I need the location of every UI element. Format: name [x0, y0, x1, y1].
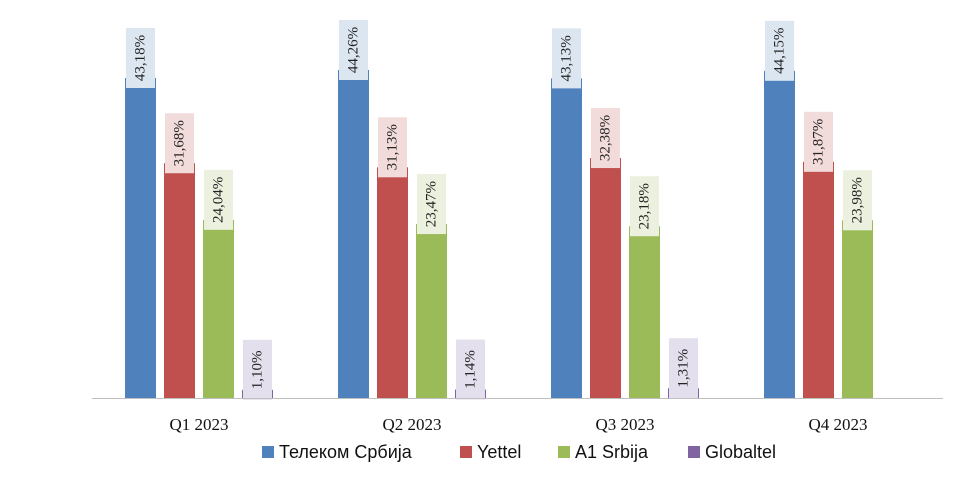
bar-телеком-србија-1 — [338, 69, 369, 399]
bar-телеком-србија-3 — [764, 70, 795, 398]
data-label-bg — [126, 28, 155, 88]
bar-yettel-3 — [803, 161, 834, 398]
data-label: 24,04% — [211, 177, 227, 223]
data-label-bg — [765, 20, 794, 81]
data-label: 43,18% — [133, 35, 149, 81]
bar-a1-srbija-0 — [203, 219, 234, 398]
data-label: 31,68% — [172, 120, 188, 166]
bar-a1-srbija-1 — [416, 224, 447, 398]
data-label-bg — [243, 339, 272, 400]
data-label: 43,13% — [559, 35, 575, 81]
data-label-bg — [630, 176, 659, 237]
data-label-bg — [417, 174, 446, 235]
data-label: 1,31% — [676, 349, 692, 388]
bars-layer — [125, 69, 873, 399]
legend-label: Yettel — [477, 442, 521, 462]
data-label-bg — [204, 169, 233, 230]
data-label-bg — [669, 338, 698, 399]
data-label: 44,15% — [772, 28, 788, 74]
data-label: 23,47% — [424, 181, 440, 227]
data-label-bg — [165, 113, 194, 174]
category-labels-layer: Q1 2023 Q2 2023 Q3 2023 Q4 2023 — [169, 415, 867, 434]
data-label: 44,26% — [346, 27, 362, 73]
data-label-bg — [339, 19, 368, 80]
data-label: 31,87% — [811, 119, 827, 165]
bar-телеком-србија-0 — [125, 78, 156, 398]
data-label-bg — [591, 108, 620, 169]
data-label-bg — [843, 170, 872, 231]
bar-a1-srbija-3 — [842, 220, 873, 398]
data-label: 1,14% — [463, 350, 479, 389]
data-labels-layer: 43,18% 31,68% 24,04% 1,10% 44,26% 31,13% 23,47… — [126, 19, 872, 400]
legend: Телеком Србија Yettel A1 Srbija Globaltel — [262, 442, 776, 462]
data-label-bg — [552, 28, 581, 89]
legend-swatch — [262, 446, 274, 458]
bar-yettel-2 — [590, 158, 621, 398]
data-label-bg — [456, 339, 485, 400]
data-label: 31,13% — [385, 124, 401, 170]
legend-label: A1 Srbija — [575, 442, 649, 462]
data-label-bg — [378, 117, 407, 178]
legend-label: Globaltel — [705, 442, 776, 462]
data-label: 23,18% — [637, 183, 653, 229]
legend-swatch — [558, 446, 570, 458]
legend-swatch — [460, 446, 472, 458]
bar-телеком-србија-2 — [551, 78, 582, 398]
bar-yettel-1 — [377, 167, 408, 398]
category-label: Q3 2023 — [595, 415, 654, 434]
bar-a1-srbija-2 — [629, 226, 660, 398]
data-label-bg — [804, 111, 833, 172]
category-label: Q2 2023 — [382, 415, 441, 434]
data-label: 23,98% — [850, 177, 866, 223]
category-label: Q1 2023 — [169, 415, 228, 434]
bar-yettel-0 — [164, 163, 195, 398]
category-label: Q4 2023 — [808, 415, 867, 434]
data-label: 32,38% — [598, 115, 614, 161]
legend-label: Телеком Србија — [279, 442, 413, 462]
legend-swatch — [688, 446, 700, 458]
data-label: 1,10% — [250, 350, 266, 389]
